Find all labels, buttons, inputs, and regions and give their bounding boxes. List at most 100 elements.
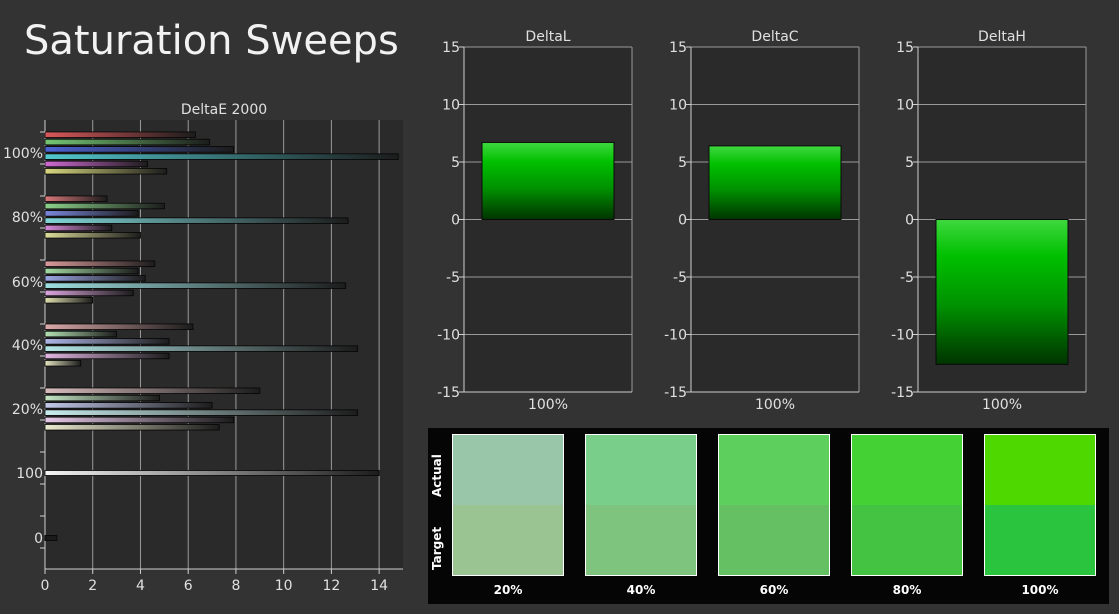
swatch-label: 40% bbox=[626, 583, 656, 597]
chart-title: DeltaH bbox=[978, 29, 1026, 45]
y-tick-label: 100% bbox=[3, 146, 43, 162]
y-tick-label: 5 bbox=[905, 155, 914, 171]
bar bbox=[44, 470, 380, 476]
bar bbox=[44, 160, 149, 168]
y-tick-label: -10 bbox=[437, 328, 460, 344]
swatch-actual bbox=[586, 435, 696, 505]
chart-title: DeltaL bbox=[525, 29, 570, 45]
swatch-actual bbox=[719, 435, 829, 505]
swatch-target bbox=[985, 505, 1095, 575]
bar bbox=[44, 409, 359, 416]
y-tick-label: -10 bbox=[891, 328, 914, 344]
y-tick-label: 80% bbox=[12, 210, 43, 226]
y-tick-label: -15 bbox=[664, 385, 687, 401]
swatch bbox=[585, 434, 697, 576]
swatch-label: 100% bbox=[1021, 583, 1059, 597]
bar bbox=[44, 338, 170, 345]
y-tick-label: -5 bbox=[446, 270, 460, 286]
delta-h-chart: DeltaH 15 10 5 0 -5 -10 -15 100% bbox=[891, 29, 1087, 413]
bar bbox=[44, 195, 108, 202]
swatch-actual bbox=[453, 435, 563, 505]
deltae-2000-chart: DeltaE 2000 0 2 4 6 8 10 12 14 100% 80% 60% 40% 20% 10… bbox=[3, 102, 403, 594]
y-tick-label: 15 bbox=[896, 40, 914, 56]
bar bbox=[481, 141, 615, 220]
bar bbox=[44, 232, 141, 239]
swatch bbox=[851, 434, 963, 576]
y-tick-label: -5 bbox=[673, 270, 687, 286]
x-tick-label: 10 bbox=[275, 578, 293, 594]
swatch-target bbox=[586, 505, 696, 575]
swatch bbox=[718, 434, 830, 576]
actual-row-label: Actual bbox=[430, 454, 444, 498]
swatch bbox=[452, 434, 564, 576]
x-tick-label: 0 bbox=[41, 578, 50, 594]
y-tick-label: 10 bbox=[442, 98, 460, 114]
bar bbox=[44, 330, 117, 338]
bar bbox=[44, 282, 347, 289]
chart-title: DeltaC bbox=[751, 29, 798, 45]
swatch bbox=[984, 434, 1096, 576]
y-tick-label: 100 bbox=[16, 466, 43, 482]
color-swatch-panel: Actual Target 20% 40% 60% 80% 100% bbox=[428, 428, 1109, 604]
bar bbox=[44, 289, 134, 297]
delta-l-chart: DeltaL 15 10 5 0 -5 -10 -15 100% bbox=[437, 29, 633, 413]
y-tick-label: -15 bbox=[891, 385, 914, 401]
bar bbox=[44, 394, 160, 402]
bar bbox=[44, 424, 220, 431]
bar bbox=[44, 267, 139, 275]
y-tick-label: 15 bbox=[442, 40, 460, 56]
x-tick-label: 2 bbox=[88, 578, 97, 594]
target-row-label: Target bbox=[430, 526, 444, 570]
swatch-label: 60% bbox=[759, 583, 789, 597]
bar bbox=[44, 360, 82, 367]
bar bbox=[44, 416, 234, 424]
x-tick-label: 14 bbox=[370, 578, 388, 594]
swatch-target bbox=[719, 505, 829, 575]
y-tick-label: 40% bbox=[12, 338, 43, 354]
bar bbox=[44, 275, 146, 282]
bar bbox=[44, 297, 94, 304]
y-tick-label: 0 bbox=[678, 213, 687, 229]
bar bbox=[44, 345, 359, 352]
x-tick-label: 100% bbox=[982, 397, 1022, 413]
bar bbox=[44, 131, 196, 138]
bar bbox=[44, 260, 156, 267]
bar bbox=[44, 323, 194, 330]
swatch-label: 20% bbox=[493, 583, 523, 597]
swatch-actual bbox=[985, 435, 1095, 505]
bar bbox=[708, 145, 842, 220]
bar bbox=[44, 402, 213, 409]
y-tick-label: 15 bbox=[669, 40, 687, 56]
y-tick-label: 10 bbox=[669, 98, 687, 114]
bar bbox=[44, 224, 113, 232]
bar bbox=[935, 219, 1069, 365]
swatch-target bbox=[453, 505, 563, 575]
bar bbox=[44, 387, 261, 394]
swatch-target bbox=[852, 505, 962, 575]
y-tick-label: 20% bbox=[12, 402, 43, 418]
x-tick-label: 100% bbox=[528, 397, 568, 413]
bar bbox=[44, 138, 211, 146]
swatch-label: 80% bbox=[892, 583, 922, 597]
page-title: Saturation Sweeps bbox=[24, 18, 399, 64]
y-tick-label: 0 bbox=[905, 213, 914, 229]
swatch-actual bbox=[852, 435, 962, 505]
bar bbox=[44, 210, 139, 217]
delta-c-chart: DeltaC 15 10 5 0 -5 -10 -15 100% bbox=[664, 29, 860, 413]
bar bbox=[44, 217, 349, 224]
bar bbox=[44, 168, 168, 175]
bar bbox=[44, 202, 165, 210]
y-tick-label: 0 bbox=[451, 213, 460, 229]
bar bbox=[44, 352, 170, 360]
bar bbox=[44, 153, 399, 160]
chart-title: DeltaE 2000 bbox=[181, 102, 267, 118]
x-tick-label: 8 bbox=[231, 578, 240, 594]
x-tick-label: 12 bbox=[322, 578, 340, 594]
x-tick-label: 4 bbox=[136, 578, 145, 594]
x-tick-label: 6 bbox=[184, 578, 193, 594]
y-tick-label: 5 bbox=[678, 155, 687, 171]
y-tick-label: 5 bbox=[451, 155, 460, 171]
bar bbox=[44, 535, 58, 541]
y-tick-label: 10 bbox=[896, 98, 914, 114]
y-tick-label: -15 bbox=[437, 385, 460, 401]
